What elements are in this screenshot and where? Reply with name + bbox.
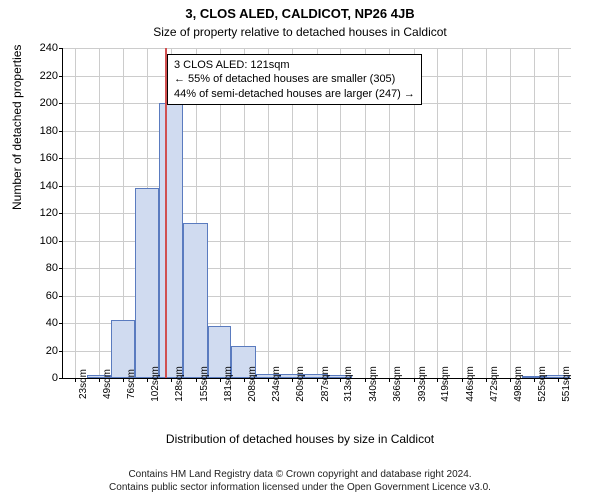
ytick-mark bbox=[59, 186, 63, 187]
ytick-label: 140 bbox=[28, 180, 58, 192]
ytick-label: 160 bbox=[28, 152, 58, 164]
xtick-label: 208sqm bbox=[247, 366, 258, 402]
xtick-label: 23sqm bbox=[78, 369, 89, 399]
ytick-mark bbox=[59, 76, 63, 77]
ytick-mark bbox=[59, 351, 63, 352]
xtick-label: 419sqm bbox=[440, 366, 451, 402]
xtick-label: 498sqm bbox=[513, 366, 524, 402]
gridline-v bbox=[462, 48, 463, 378]
xtick-label: 525sqm bbox=[537, 366, 548, 402]
histogram-bar bbox=[159, 103, 183, 378]
ytick-mark bbox=[59, 241, 63, 242]
xtick-mark bbox=[365, 378, 366, 382]
xtick-mark bbox=[268, 378, 269, 382]
histogram-bar bbox=[183, 223, 208, 378]
xtick-label: 313sqm bbox=[343, 366, 354, 402]
footer-line2: Contains public sector information licen… bbox=[0, 481, 600, 494]
plot-area: 3 CLOS ALED: 121sqm ← 55% of detached ho… bbox=[62, 48, 571, 379]
xtick-mark bbox=[317, 378, 318, 382]
xtick-mark bbox=[244, 378, 245, 382]
y-axis-label: Number of detached properties bbox=[10, 45, 24, 210]
xtick-mark bbox=[99, 378, 100, 382]
gridline-v bbox=[99, 48, 100, 378]
annotation-line3: 44% of semi-detached houses are larger (… bbox=[174, 87, 415, 101]
footer-line1: Contains HM Land Registry data © Crown c… bbox=[0, 468, 600, 481]
ytick-mark bbox=[59, 296, 63, 297]
ytick-label: 20 bbox=[28, 345, 58, 357]
xtick-label: 366sqm bbox=[392, 366, 403, 402]
gridline-v bbox=[534, 48, 535, 378]
ytick-mark bbox=[59, 131, 63, 132]
ytick-mark bbox=[59, 213, 63, 214]
ytick-label: 80 bbox=[28, 262, 58, 274]
gridline-v bbox=[558, 48, 559, 378]
xtick-mark bbox=[414, 378, 415, 382]
ytick-label: 60 bbox=[28, 290, 58, 302]
xtick-label: 472sqm bbox=[489, 366, 500, 402]
page-title: 3, CLOS ALED, CALDICOT, NP26 4JB bbox=[0, 0, 600, 21]
gridline-v bbox=[486, 48, 487, 378]
gridline-v bbox=[510, 48, 511, 378]
ytick-label: 240 bbox=[28, 42, 58, 54]
ytick-label: 40 bbox=[28, 317, 58, 329]
gridline-v bbox=[437, 48, 438, 378]
gridline-v bbox=[75, 48, 76, 378]
annotation-line1: 3 CLOS ALED: 121sqm bbox=[174, 58, 415, 72]
xtick-mark bbox=[196, 378, 197, 382]
ytick-mark bbox=[59, 48, 63, 49]
xtick-label: 393sqm bbox=[417, 366, 428, 402]
xtick-label: 287sqm bbox=[320, 366, 331, 402]
xtick-mark bbox=[462, 378, 463, 382]
xtick-mark bbox=[292, 378, 293, 382]
xtick-mark bbox=[534, 378, 535, 382]
ytick-mark bbox=[59, 158, 63, 159]
ytick-label: 180 bbox=[28, 125, 58, 137]
xtick-mark bbox=[486, 378, 487, 382]
xtick-mark bbox=[340, 378, 341, 382]
xtick-mark bbox=[437, 378, 438, 382]
annotation-line2: ← 55% of detached houses are smaller (30… bbox=[174, 72, 415, 86]
xtick-mark bbox=[147, 378, 148, 382]
xtick-label: 181sqm bbox=[223, 366, 234, 402]
xtick-label: 446sqm bbox=[465, 366, 476, 402]
ytick-label: 220 bbox=[28, 70, 58, 82]
annotation-box: 3 CLOS ALED: 121sqm ← 55% of detached ho… bbox=[167, 54, 422, 105]
chart-subtitle: Size of property relative to detached ho… bbox=[0, 25, 600, 39]
xtick-label: 128sqm bbox=[174, 366, 185, 402]
xtick-mark bbox=[220, 378, 221, 382]
xtick-label: 155sqm bbox=[199, 366, 210, 402]
xtick-label: 102sqm bbox=[150, 366, 161, 402]
xtick-mark bbox=[123, 378, 124, 382]
xtick-mark bbox=[171, 378, 172, 382]
ytick-mark bbox=[59, 378, 63, 379]
ytick-label: 120 bbox=[28, 207, 58, 219]
ytick-label: 100 bbox=[28, 235, 58, 247]
xtick-label: 76sqm bbox=[126, 369, 137, 399]
ytick-label: 0 bbox=[28, 372, 58, 384]
ytick-mark bbox=[59, 323, 63, 324]
xtick-mark bbox=[510, 378, 511, 382]
xtick-label: 551sqm bbox=[561, 366, 572, 402]
xtick-mark bbox=[75, 378, 76, 382]
xtick-label: 234sqm bbox=[271, 366, 282, 402]
chart-container: 3, CLOS ALED, CALDICOT, NP26 4JB Size of… bbox=[0, 0, 600, 500]
xtick-label: 260sqm bbox=[295, 366, 306, 402]
xtick-label: 49sqm bbox=[102, 369, 113, 399]
xtick-label: 340sqm bbox=[368, 366, 379, 402]
xtick-mark bbox=[389, 378, 390, 382]
ytick-label: 200 bbox=[28, 97, 58, 109]
x-axis-label: Distribution of detached houses by size … bbox=[0, 432, 600, 446]
ytick-mark bbox=[59, 268, 63, 269]
ytick-mark bbox=[59, 103, 63, 104]
xtick-mark bbox=[558, 378, 559, 382]
histogram-bar bbox=[135, 188, 159, 378]
footer: Contains HM Land Registry data © Crown c… bbox=[0, 468, 600, 494]
